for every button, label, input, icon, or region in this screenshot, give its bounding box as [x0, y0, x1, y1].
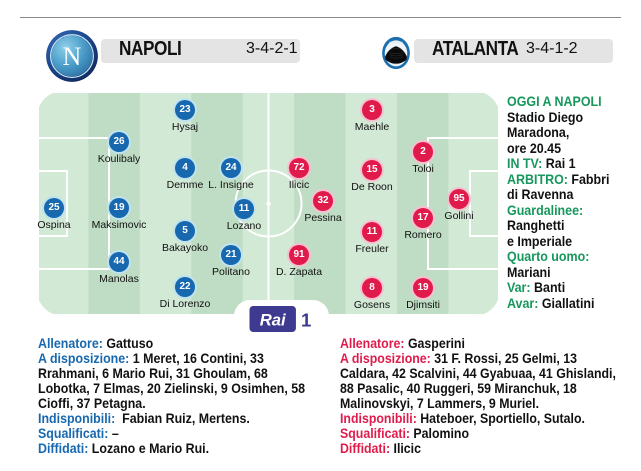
svg-text:ATALANTA: ATALANTA: [389, 40, 403, 44]
svg-text:1907: 1907: [393, 63, 399, 66]
svg-text:Rai: Rai: [260, 311, 286, 330]
svg-text:1: 1: [301, 309, 311, 330]
svg-text:N: N: [63, 42, 82, 71]
